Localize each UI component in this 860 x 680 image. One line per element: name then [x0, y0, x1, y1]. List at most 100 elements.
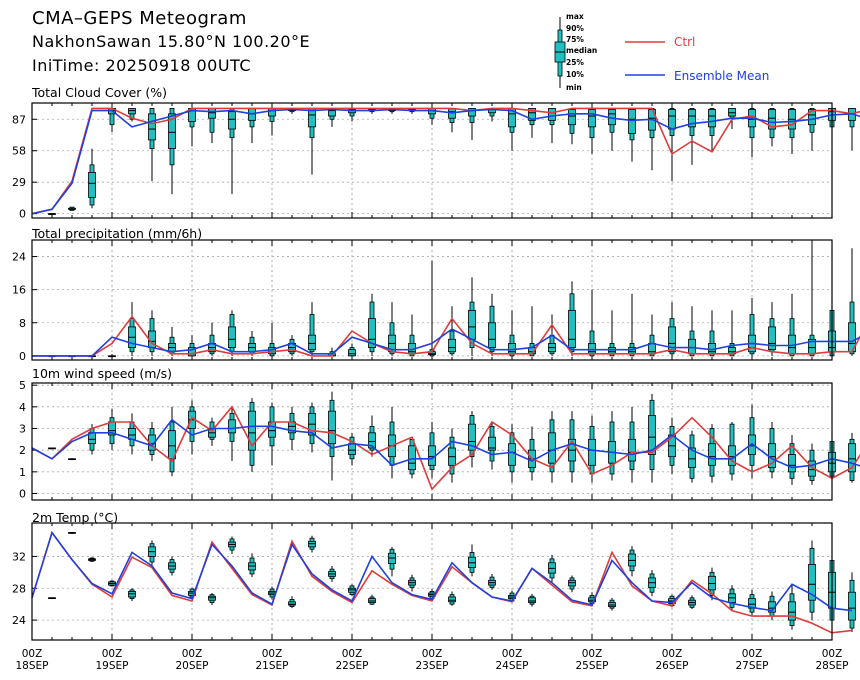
iqr-box — [168, 430, 176, 460]
x-tick-date: 23SEP — [416, 660, 449, 672]
ensemble-mean-series-line — [31, 418, 860, 469]
panel-title: 2m Temp (°C) — [32, 510, 118, 525]
iqr-box — [668, 326, 676, 353]
x-tick-date: 18SEP — [16, 660, 49, 672]
ensemble-mean-series-line — [31, 108, 860, 215]
x-tick-hour: 00Z — [502, 648, 523, 660]
iqr-box — [608, 347, 616, 355]
x-tick-hour: 00Z — [342, 648, 363, 660]
iqr-box — [788, 601, 796, 621]
panel-frame — [31, 522, 833, 641]
iqr-box — [488, 322, 496, 348]
y-tick-label: 8 — [19, 317, 26, 330]
iqr-box — [408, 445, 416, 471]
ctrl-series-line — [32, 315, 860, 357]
iqr-box — [88, 172, 96, 198]
iqr-box — [448, 596, 456, 603]
panel-frame — [31, 239, 833, 361]
iqr-box — [208, 108, 216, 119]
iqr-box — [748, 434, 756, 455]
iqr-box — [708, 109, 716, 128]
legend-ctrl-label: Ctrl — [674, 35, 695, 49]
location-label: NakhonSawan 15.80°N 100.20°E — [32, 32, 311, 51]
y-tick-label: 28 — [12, 582, 26, 595]
iqr-box — [768, 326, 776, 351]
iqr-box — [728, 108, 736, 117]
x-tick-date: 26SEP — [656, 660, 689, 672]
panel-frame — [31, 382, 833, 501]
legend-mean-label: Ensemble Mean — [674, 69, 769, 83]
iqr-box — [688, 338, 696, 355]
iqr-box — [368, 318, 376, 348]
iqr-box — [348, 443, 356, 455]
iqr-box — [288, 601, 296, 606]
x-tick-date: 20SEP — [176, 660, 209, 672]
iqr-box — [568, 109, 576, 126]
chart-title: CMA–GEPS Meteogram — [32, 8, 247, 29]
iqr-box — [588, 438, 596, 466]
y-tick-label: 24 — [12, 251, 26, 264]
x-tick-date: 27SEP — [736, 660, 769, 672]
iqr-box — [468, 309, 476, 340]
legend-box-label: 25% — [566, 58, 584, 67]
init-time-label: IniTime: 20250918 00UTC — [32, 56, 252, 75]
iqr-box — [128, 108, 136, 115]
legend-box-label: 10% — [566, 70, 584, 79]
ensemble-mean-series-line — [31, 530, 853, 612]
y-tick-label: 4 — [19, 401, 26, 414]
x-tick-hour: 00Z — [22, 648, 43, 660]
iqr-box — [768, 109, 776, 130]
iqr-box — [228, 111, 236, 130]
iqr-box — [348, 349, 356, 357]
x-tick-date: 25SEP — [576, 660, 609, 672]
x-tick-hour: 00Z — [662, 648, 683, 660]
x-tick-date: 22SEP — [336, 660, 369, 672]
iqr-box — [628, 109, 636, 134]
panel-title: Total Cloud Cover (%) — [31, 85, 167, 100]
y-tick-label: 3 — [19, 423, 26, 436]
iqr-box — [628, 438, 636, 462]
y-tick-label: 16 — [12, 284, 26, 297]
iqr-box — [528, 108, 536, 121]
iqr-box — [468, 423, 476, 451]
x-tick-hour: 00Z — [102, 648, 123, 660]
iqr-box — [328, 410, 336, 445]
y-tick-label: 2 — [19, 444, 26, 457]
iqr-box — [228, 419, 236, 434]
y-tick-label: 24 — [12, 614, 26, 627]
panel-title: Total precipitation (mm/6h) — [31, 226, 202, 241]
iqr-box — [568, 309, 576, 348]
iqr-box — [548, 432, 556, 464]
x-tick-date: 21SEP — [256, 660, 289, 672]
y-tick-label: 87 — [12, 113, 26, 126]
ctrl-series-line — [31, 107, 860, 215]
x-tick-hour: 00Z — [822, 648, 843, 660]
y-tick-label: 0 — [19, 350, 26, 363]
iqr-box — [588, 109, 596, 128]
iqr-box — [508, 443, 516, 466]
legend-box-label: min — [566, 83, 582, 92]
iqr-box — [468, 108, 476, 117]
iqr-box — [808, 563, 816, 601]
legend-box-label: 90% — [566, 24, 584, 33]
iqr-box — [548, 108, 556, 121]
iqr-box — [808, 109, 816, 126]
legend-box-label: median — [566, 46, 597, 55]
y-tick-label: 32 — [12, 550, 26, 563]
ensemble-mean-series-line — [32, 328, 860, 357]
x-tick-date: 24SEP — [496, 660, 529, 672]
iqr-box — [668, 109, 676, 130]
iqr-box — [308, 334, 316, 351]
iqr-box — [528, 597, 536, 603]
legend-box-label: 75% — [566, 35, 584, 44]
y-tick-label: 5 — [19, 379, 26, 392]
x-tick-hour: 00Z — [182, 648, 203, 660]
y-tick-label: 0 — [19, 488, 26, 501]
iqr-box — [508, 343, 516, 355]
iqr-box — [428, 445, 436, 466]
x-tick-hour: 00Z — [422, 648, 443, 660]
iqr-box — [488, 436, 496, 451]
p10-p90-bar — [749, 314, 755, 355]
iqr-box — [708, 443, 716, 466]
